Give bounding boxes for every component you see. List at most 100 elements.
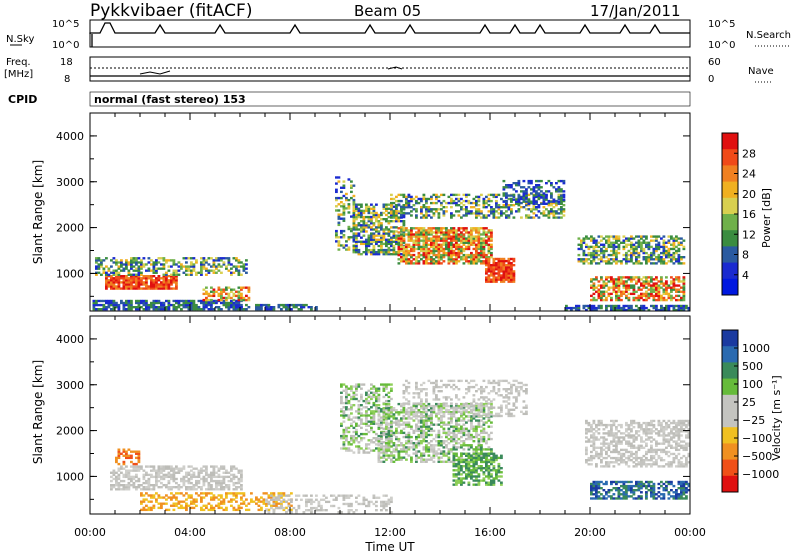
heatmap-cell xyxy=(362,432,366,436)
heatmap-cell xyxy=(672,280,676,283)
heatmap-cell xyxy=(435,239,438,242)
heatmap-cell xyxy=(390,248,393,252)
heatmap-cell xyxy=(347,236,351,239)
heatmap-cell xyxy=(222,465,226,468)
heatmap-cell xyxy=(505,204,508,207)
heatmap-cell xyxy=(655,284,658,287)
heatmap-cell xyxy=(687,306,691,310)
heatmap-cell xyxy=(345,198,348,202)
heatmap-cell xyxy=(497,193,501,197)
heatmap-cell xyxy=(565,308,568,312)
heatmap-cell xyxy=(347,198,351,202)
heatmap-cell xyxy=(457,245,461,249)
heatmap-cell xyxy=(240,473,243,477)
heatmap-cell xyxy=(497,212,501,215)
heatmap-cell xyxy=(492,266,496,269)
heatmap-cell xyxy=(440,262,443,265)
heatmap-cell xyxy=(190,273,193,276)
heatmap-cell xyxy=(430,423,433,426)
heatmap-cell xyxy=(247,288,251,291)
heatmap-cell xyxy=(130,283,133,286)
heatmap-cell xyxy=(475,251,478,255)
heatmap-cell xyxy=(440,243,443,246)
heatmap-cell xyxy=(420,402,423,406)
heatmap-cell xyxy=(427,404,431,408)
heatmap-cell xyxy=(337,236,341,239)
heatmap-cell xyxy=(155,277,158,280)
heatmap-cell xyxy=(427,253,431,257)
heatmap-cell xyxy=(607,239,611,242)
heatmap-cell xyxy=(212,475,216,479)
heatmap-cell xyxy=(357,449,361,452)
heatmap-cell xyxy=(220,467,223,470)
heatmap-cell xyxy=(442,446,446,449)
heatmap-cell xyxy=(430,421,433,424)
heatmap-cell xyxy=(427,427,431,430)
heatmap-cell xyxy=(115,460,118,464)
heatmap-cell xyxy=(520,216,523,219)
heatmap-cell xyxy=(387,417,391,420)
heatmap-cell xyxy=(397,456,401,459)
heatmap-cell xyxy=(507,194,511,197)
heatmap-cell xyxy=(465,409,468,412)
heatmap-cell xyxy=(657,284,661,287)
heatmap-cell xyxy=(345,426,348,430)
heatmap-cell xyxy=(470,415,473,418)
heatmap-cell xyxy=(155,479,158,483)
heatmap-cell xyxy=(440,233,443,236)
heatmap-cell xyxy=(175,504,178,507)
heatmap-cell xyxy=(632,286,636,289)
heatmap-cell xyxy=(482,251,486,255)
heatmap-cell xyxy=(507,208,511,211)
heatmap-cell xyxy=(665,290,668,293)
heatmap-cell xyxy=(352,441,356,444)
heatmap-cell xyxy=(425,417,428,420)
heatmap-cell xyxy=(397,193,401,197)
heatmap-cell xyxy=(425,206,428,209)
heatmap-cell xyxy=(347,401,351,405)
heatmap-cell xyxy=(510,186,513,189)
heatmap-cell xyxy=(650,262,653,265)
heatmap-cell xyxy=(470,227,473,230)
heatmap-cell xyxy=(587,306,591,310)
heatmap-cell xyxy=(670,298,673,302)
heatmap-cell xyxy=(365,251,368,254)
heatmap-cell xyxy=(147,473,151,477)
heatmap-cell xyxy=(600,298,603,302)
heatmap-cell xyxy=(115,484,118,487)
heatmap-cell xyxy=(522,196,526,199)
heatmap-cell xyxy=(385,248,388,252)
heatmap-cell xyxy=(557,190,561,193)
heatmap-cell xyxy=(117,271,121,274)
heatmap-cell xyxy=(537,206,541,209)
heatmap-cell xyxy=(440,419,443,422)
heatmap-cell xyxy=(442,212,446,215)
heatmap-cell xyxy=(657,235,661,238)
heatmap-cell xyxy=(130,465,133,468)
heatmap-cell xyxy=(237,481,241,485)
heatmap-cell xyxy=(605,256,608,259)
heatmap-cell xyxy=(467,429,471,433)
heatmap-cell xyxy=(430,433,433,437)
heatmap-cell xyxy=(455,446,458,449)
heatmap-cell xyxy=(445,454,448,457)
heatmap-cell xyxy=(445,251,448,255)
heatmap-cell xyxy=(397,253,401,257)
heatmap-cell xyxy=(600,304,603,308)
heatmap-cell xyxy=(405,458,408,461)
heatmap-cell xyxy=(177,506,181,510)
heatmap-cell xyxy=(172,308,176,311)
heatmap-cell xyxy=(647,280,651,283)
heatmap-cell xyxy=(400,243,403,246)
heatmap-cell xyxy=(682,294,686,298)
heatmap-cell xyxy=(612,288,616,291)
heatmap-cell xyxy=(275,500,278,503)
heatmap-cell xyxy=(375,406,378,409)
heatmap-cell xyxy=(385,402,388,406)
heatmap-cell xyxy=(395,423,398,426)
heatmap-cell xyxy=(410,231,413,234)
heatmap-cell xyxy=(600,296,603,300)
heatmap-cell xyxy=(237,492,241,495)
heatmap-cell xyxy=(242,296,246,300)
heatmap-cell xyxy=(245,259,248,262)
